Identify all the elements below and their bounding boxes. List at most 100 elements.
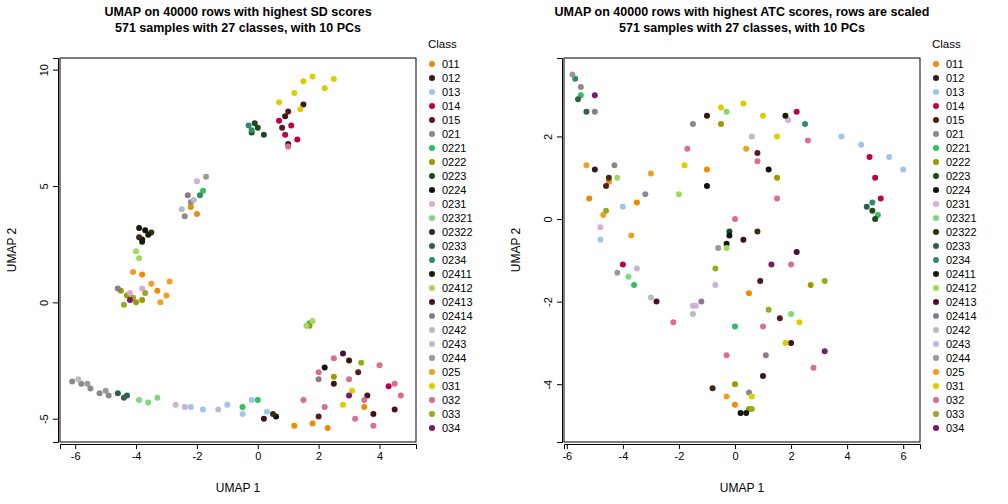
points: [569, 72, 906, 417]
y-tick-mark: [557, 384, 562, 385]
legend-label: 013: [442, 86, 460, 98]
legend-swatch: [933, 257, 939, 263]
legend-swatch: [933, 285, 939, 291]
legend-swatch: [429, 131, 435, 137]
point: [592, 92, 598, 98]
point: [376, 362, 382, 368]
point: [331, 381, 337, 387]
point: [766, 166, 772, 172]
series: [592, 113, 794, 379]
point: [575, 96, 581, 102]
y-tick-label: 0: [38, 300, 50, 306]
point: [310, 318, 316, 324]
legend-swatch: [429, 397, 435, 403]
point: [331, 374, 337, 380]
point: [763, 352, 769, 358]
point: [766, 307, 772, 313]
legend-label: 02321: [946, 212, 977, 224]
point: [704, 113, 710, 119]
point: [203, 174, 209, 180]
panel: UMAP on 40000 rows with highest ATC scor…: [509, 5, 977, 495]
point: [774, 195, 780, 201]
point: [340, 402, 346, 408]
series: [572, 76, 875, 206]
point: [136, 255, 142, 261]
x-tick-mark: [258, 444, 259, 449]
point: [261, 132, 267, 138]
point: [749, 406, 755, 412]
x-tick: -6: [71, 444, 81, 462]
series: [121, 290, 364, 366]
point: [154, 288, 160, 294]
legend-label: 0233: [946, 240, 970, 252]
legend-swatch: [933, 89, 939, 95]
point: [569, 72, 575, 78]
point: [291, 90, 297, 96]
x-tick-mark: [567, 444, 568, 449]
legend-label: 0231: [442, 198, 466, 210]
legend-label: 034: [946, 422, 964, 434]
legend-swatch: [429, 425, 435, 431]
series: [620, 109, 884, 268]
y-axis-line: [53, 59, 59, 443]
legend-label: 031: [442, 380, 460, 392]
legend-swatch: [933, 145, 939, 151]
point: [252, 120, 258, 126]
series: [115, 390, 130, 401]
point: [392, 406, 398, 412]
point: [370, 423, 376, 429]
y-tick: -5: [38, 414, 58, 424]
point: [583, 162, 589, 168]
x-tick: -6: [562, 444, 572, 462]
y-tick: -2: [542, 297, 562, 307]
y-tick-mark: [557, 136, 562, 137]
point: [592, 109, 598, 115]
point: [704, 166, 710, 172]
x-tick: 2: [788, 444, 794, 462]
legend-label: 02413: [442, 296, 473, 308]
point: [718, 105, 724, 111]
series: [249, 120, 267, 138]
y-tick-mark: [53, 419, 58, 420]
point: [597, 224, 603, 230]
legend: Class01101201301401502102210222022302240…: [428, 38, 473, 434]
legend-swatch: [933, 313, 939, 319]
point: [690, 311, 696, 317]
legend-swatch: [429, 61, 435, 67]
y-tick: 2: [542, 134, 562, 140]
legend-label: 012: [946, 72, 964, 84]
point: [361, 397, 367, 403]
x-tick: 4: [377, 444, 383, 462]
point: [316, 376, 322, 382]
y-tick-label: -4: [542, 380, 554, 390]
point: [276, 99, 282, 105]
legend-label: 0222: [442, 156, 466, 168]
x-tick: -4: [132, 444, 142, 462]
point: [240, 411, 246, 417]
legend-label: 02411: [946, 268, 976, 280]
point: [712, 266, 718, 272]
series: [682, 100, 803, 399]
series: [139, 227, 328, 419]
legend-swatch: [933, 243, 939, 249]
y-axis: -4 -2 0 2: [542, 59, 563, 443]
series: [133, 248, 315, 328]
series: [726, 208, 878, 235]
legend-label: 0243: [442, 338, 466, 350]
point: [858, 142, 864, 148]
point: [732, 381, 738, 387]
point: [303, 323, 309, 329]
point: [167, 278, 173, 284]
point: [625, 274, 631, 280]
point: [346, 358, 352, 364]
y-tick: 0: [542, 216, 562, 222]
point: [872, 175, 878, 181]
y-tick-label: 0: [542, 216, 554, 222]
point: [738, 410, 744, 416]
series: [648, 133, 755, 317]
series: [276, 74, 355, 408]
point: [361, 404, 367, 410]
title: UMAP on 40000 rows with highest SD score…: [104, 5, 371, 19]
point: [191, 197, 197, 203]
y-axis: -50510: [38, 59, 59, 443]
